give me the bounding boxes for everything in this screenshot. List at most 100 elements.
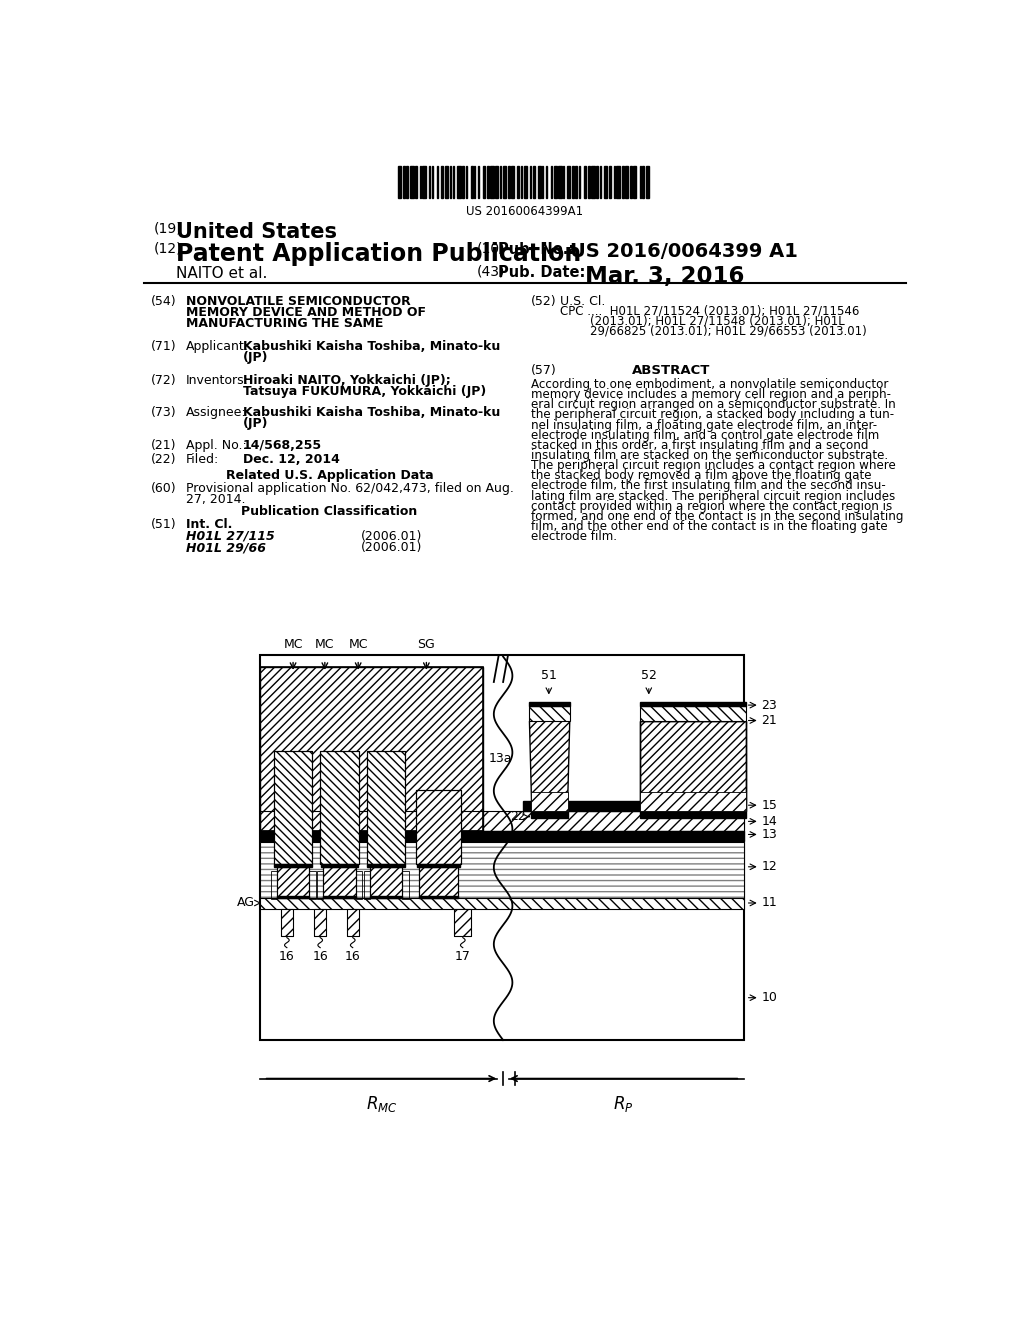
Text: nel insulating film, a floating gate electrode film, an inter-: nel insulating film, a floating gate ele… [531, 418, 878, 432]
Text: (51): (51) [152, 517, 177, 531]
Text: The peripheral circuit region includes a contact region where: The peripheral circuit region includes a… [531, 459, 896, 473]
Bar [429, 166, 430, 198]
Text: Hiroaki NAITO, Yokkaichi (JP);: Hiroaki NAITO, Yokkaichi (JP); [243, 374, 451, 387]
Bar [486, 166, 489, 198]
Bar [276, 896, 309, 899]
Text: MC: MC [315, 638, 335, 651]
Text: Assignee:: Assignee: [186, 407, 247, 420]
Bar [260, 655, 744, 1040]
Bar [324, 867, 356, 898]
Bar [604, 166, 607, 198]
Bar [417, 863, 461, 867]
Text: 51: 51 [541, 669, 557, 682]
Text: MC: MC [348, 638, 368, 651]
Text: Pub. Date:: Pub. Date: [499, 264, 586, 280]
Text: (52): (52) [531, 296, 557, 309]
Bar [317, 871, 324, 899]
Text: (72): (72) [152, 374, 177, 387]
Bar [281, 909, 293, 936]
Text: Kabushiki Kaisha Toshiba, Minato-ku: Kabushiki Kaisha Toshiba, Minato-ku [243, 407, 500, 420]
Text: Provisional application No. 62/042,473, filed on Aug.: Provisional application No. 62/042,473, … [186, 482, 514, 495]
Text: 15: 15 [761, 799, 777, 812]
Text: the peripheral circuit region, a stacked body including a tun-: the peripheral circuit region, a stacked… [531, 408, 894, 421]
Text: 10: 10 [761, 991, 777, 1005]
Bar [417, 789, 461, 863]
Text: Applicant:: Applicant: [186, 341, 249, 354]
Bar [273, 751, 312, 863]
Bar [470, 166, 473, 198]
Text: MANUFACTURING THE SAME: MANUFACTURING THE SAME [186, 317, 384, 330]
Bar [613, 166, 614, 198]
Text: 16: 16 [279, 950, 295, 964]
Text: 13a: 13a [488, 752, 512, 766]
Text: 16: 16 [345, 950, 360, 964]
Text: Mar. 3, 2016: Mar. 3, 2016 [586, 264, 744, 288]
Text: Publication Classification: Publication Classification [242, 506, 418, 517]
Text: MC: MC [284, 638, 303, 651]
Bar [634, 166, 636, 198]
Bar [370, 867, 402, 898]
Text: 27, 2014.: 27, 2014. [186, 492, 246, 506]
Bar [531, 792, 568, 812]
Text: NAITO et al.: NAITO et al. [176, 267, 267, 281]
Text: CPC ....  H01L 27/11524 (2013.01); H01L 27/11546: CPC .... H01L 27/11524 (2013.01); H01L 2… [560, 305, 860, 318]
Bar [276, 867, 309, 898]
Text: stacked in this order, a first insulating film and a second: stacked in this order, a first insulatin… [531, 438, 868, 451]
Text: Patent Application Publication: Patent Application Publication [176, 242, 582, 265]
Bar [503, 166, 506, 198]
Bar [260, 812, 744, 832]
Bar [640, 721, 746, 812]
Text: AG: AG [238, 896, 255, 909]
Text: MEMORY DEVICE AND METHOD OF: MEMORY DEVICE AND METHOD OF [186, 306, 426, 319]
Bar [437, 166, 438, 198]
Bar [454, 166, 455, 198]
Bar [496, 166, 498, 198]
Bar [367, 751, 406, 863]
Bar [260, 842, 744, 898]
Bar [640, 812, 746, 817]
Text: (21): (21) [152, 440, 177, 453]
Text: $R_P$: $R_P$ [613, 1094, 634, 1114]
Text: (JP): (JP) [243, 351, 268, 364]
Bar [368, 863, 404, 867]
Bar [600, 166, 601, 198]
Text: 16: 16 [312, 950, 328, 964]
Text: 22: 22 [510, 810, 525, 824]
Text: H01L 27/115: H01L 27/115 [186, 529, 274, 543]
Text: (10): (10) [477, 242, 505, 256]
Text: (2006.01): (2006.01) [360, 541, 422, 554]
Text: (22): (22) [152, 453, 177, 466]
Bar [551, 166, 552, 198]
Bar [584, 166, 587, 198]
Bar [370, 867, 402, 898]
Bar [630, 166, 632, 198]
Bar [640, 706, 746, 721]
Bar [616, 166, 620, 198]
Bar [646, 166, 649, 198]
Bar [415, 166, 418, 198]
Bar [273, 751, 312, 863]
Text: SG: SG [418, 638, 435, 651]
Bar [397, 166, 401, 198]
Text: 23: 23 [761, 698, 777, 711]
Bar [450, 166, 451, 198]
Bar [529, 166, 531, 198]
Bar [575, 166, 577, 198]
Bar [324, 867, 356, 898]
Bar [402, 871, 409, 899]
Text: (43): (43) [477, 264, 505, 279]
Bar [364, 871, 370, 899]
Bar [563, 166, 564, 198]
Bar [511, 166, 514, 198]
Text: Int. Cl.: Int. Cl. [186, 517, 232, 531]
Bar [542, 166, 544, 198]
Bar [346, 909, 359, 936]
Bar [500, 166, 502, 198]
Text: eral circuit region arranged on a semiconductor substrate. In: eral circuit region arranged on a semico… [531, 399, 896, 411]
Bar [402, 166, 406, 198]
Text: (12): (12) [154, 242, 182, 256]
Bar [314, 909, 327, 936]
Text: US 2016/0064399 A1: US 2016/0064399 A1 [569, 242, 798, 260]
Text: electrode insulating film, and a control gate electrode film: electrode insulating film, and a control… [531, 429, 880, 442]
Bar [444, 166, 449, 198]
